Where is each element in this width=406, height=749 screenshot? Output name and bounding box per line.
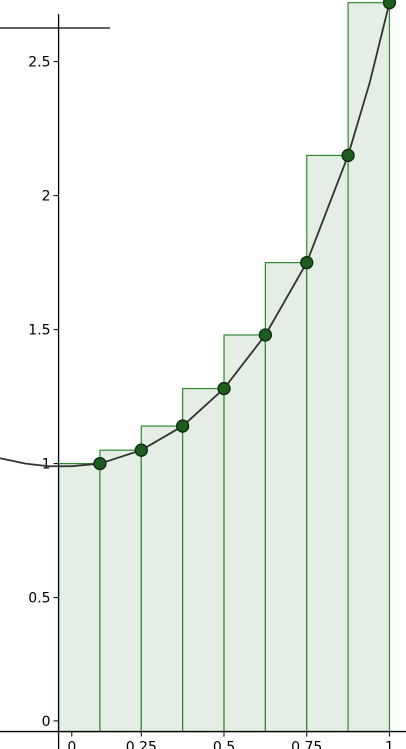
y-tick-label-0: 0 — [42, 714, 51, 730]
y-tick-label-5: 2.5 — [28, 55, 50, 71]
data-point-5 — [258, 328, 273, 342]
y-tick-label-3: 1.5 — [28, 323, 50, 339]
bar-5 — [223, 334, 266, 733]
bars-layer — [57, 2, 391, 733]
data-point-8 — [382, 0, 397, 10]
data-point-6 — [300, 255, 314, 270]
data-point-7 — [341, 148, 355, 163]
bar-6 — [264, 262, 308, 733]
data-point-3 — [176, 419, 190, 433]
x-tick-label-3: 0.75 — [291, 740, 322, 749]
data-point-1 — [93, 456, 107, 471]
y-tick-label-1: 0.5 — [28, 591, 50, 607]
bar-1 — [57, 463, 101, 733]
x-tick-label-4: 1 — [385, 740, 394, 749]
x-tick-label-0: 0 — [67, 740, 76, 749]
bar-3 — [140, 425, 184, 733]
ticks-layer: 0 0.25 0.5 0.75 1 0 0.5 1 1.5 2 2.5 — [0, 27, 394, 749]
points-layer — [93, 0, 397, 471]
y-tick-label-2: 1 — [42, 457, 51, 473]
data-point-2 — [134, 443, 148, 457]
x-tick-label-2: 0.5 — [213, 740, 235, 749]
y-tick-label-4: 2 — [42, 189, 51, 205]
data-point-4 — [217, 381, 231, 396]
axes-layer — [0, 14, 406, 749]
bar-2 — [99, 449, 142, 733]
bar-7 — [306, 154, 349, 733]
x-tick-label-1: 0.25 — [126, 740, 157, 749]
bar-4 — [182, 387, 225, 733]
bar-8 — [347, 2, 391, 733]
